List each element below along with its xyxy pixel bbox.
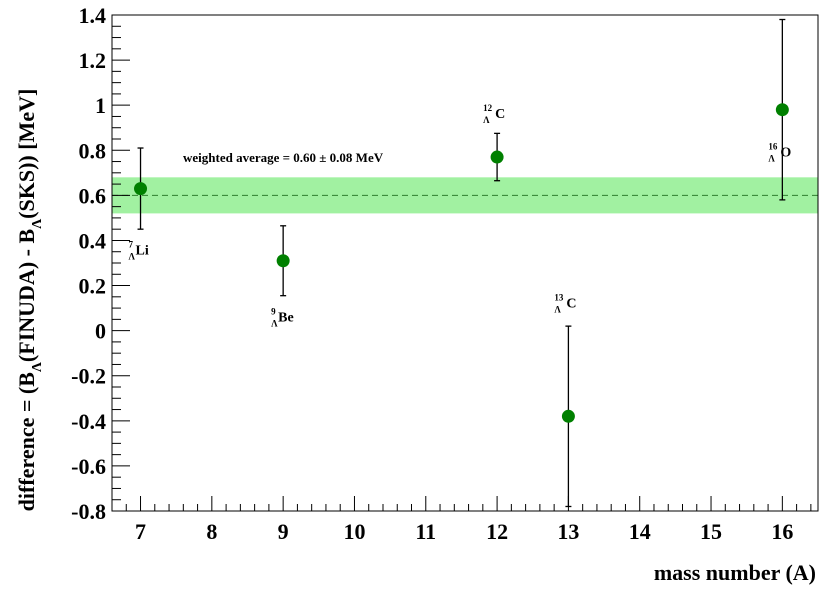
nucleus-label: 13 Λ C: [554, 292, 576, 314]
x-tick-label: 13: [557, 519, 579, 544]
nucleus-lambda: Λ: [483, 115, 490, 125]
nucleus-label: 16 Λ O: [768, 142, 791, 164]
nucleus-lambda: Λ: [768, 154, 775, 164]
nucleus-mass: 7: [129, 240, 134, 250]
y-tick-label: 1.4: [79, 3, 107, 28]
nucleus-mass: 16: [768, 142, 778, 152]
x-axis-title: mass number (A): [654, 560, 816, 585]
y-axis-title-sub1: Λ: [30, 362, 45, 372]
y-tick-label: 0.4: [79, 228, 107, 253]
y-tick-label: -0.6: [71, 454, 106, 479]
nucleus-label: 7 Λ Li: [129, 240, 149, 262]
nucleus-lambda: Λ: [554, 304, 561, 314]
y-tick-label: 0.6: [79, 183, 107, 208]
y-axis-title-sub2: Λ: [30, 219, 45, 229]
y-tick-label: 1: [95, 93, 106, 118]
y-tick-label: 1.2: [79, 48, 107, 73]
nucleus-element: Be: [278, 311, 294, 326]
nucleus-mass: 9: [271, 307, 276, 317]
y-tick-label: -0.4: [71, 409, 106, 434]
nucleus-element: Li: [136, 244, 149, 259]
y-axis-title: difference = (BΛ(FINUDA) - BΛ(SKS)) [MeV…: [14, 89, 45, 512]
y-axis-title-middle: (FINUDA) - B: [14, 229, 39, 363]
data-point: [775, 103, 789, 117]
nucleus-element: C: [566, 296, 576, 311]
points-layer: [134, 18, 789, 508]
nucleus-lambda: Λ: [129, 252, 136, 262]
nucleus-mass: 13: [554, 292, 564, 302]
data-point: [561, 409, 575, 423]
nucleus-lambda: Λ: [271, 319, 278, 329]
plot-frame: [111, 14, 819, 512]
weighted-average-label: weighted average = 0.60 ± 0.08 MeV: [183, 150, 384, 165]
x-tick-label: 11: [415, 519, 436, 544]
x-tick-label: 15: [700, 519, 722, 544]
axes-layer: 7 8 9 10 11 12 13 14 15 16 -0.8 -0.6 -0.4 -0.2 0 0.2 0.4…: [71, 3, 819, 544]
y-tick-label: 0.2: [79, 274, 107, 299]
y-tick-label: -0.2: [71, 364, 106, 389]
x-tick-label: 9: [278, 519, 289, 544]
nucleus-element: O: [780, 146, 791, 161]
x-tick-label: 8: [206, 519, 217, 544]
nucleus-label: 9 Λ Be: [271, 307, 294, 329]
y-tick-label: 0: [95, 319, 106, 344]
nucleus-mass: 12: [483, 103, 493, 113]
x-tick-label: 14: [629, 519, 651, 544]
data-point: [276, 254, 290, 268]
x-tick-label: 7: [135, 519, 146, 544]
y-axis-title-suffix: (SKS)) [MeV]: [14, 89, 39, 219]
x-tick-label: 16: [771, 519, 793, 544]
data-point: [134, 182, 148, 196]
y-tick-label: -0.8: [71, 499, 106, 524]
x-tick-label: 12: [486, 519, 508, 544]
y-axis-title-prefix: difference = (B: [14, 372, 39, 512]
y-tick-label: 0.8: [79, 138, 107, 163]
nucleus-label: 12 Λ C: [483, 103, 505, 125]
nucleus-element: C: [495, 107, 505, 122]
average-band-layer: [112, 177, 818, 214]
data-point: [490, 150, 504, 164]
x-tick-label: 10: [343, 519, 365, 544]
